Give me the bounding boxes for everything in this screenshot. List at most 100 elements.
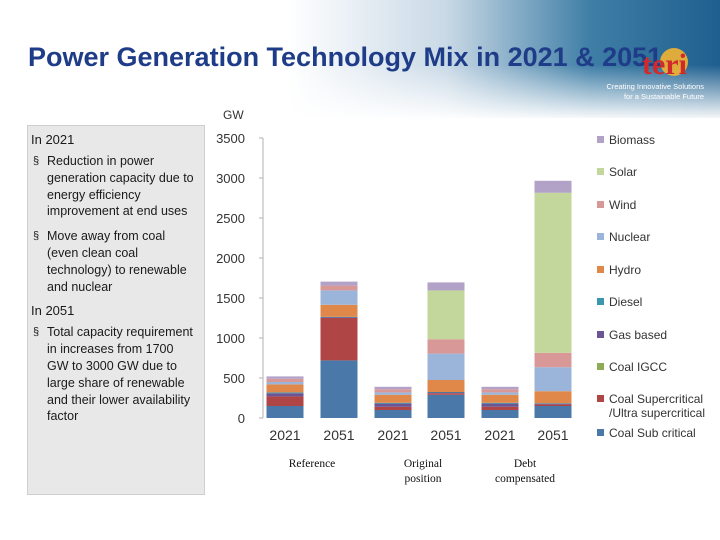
bar-segment xyxy=(266,396,304,406)
bar-segment xyxy=(266,376,304,379)
legend-swatch xyxy=(597,136,604,143)
legend-label: Diesel xyxy=(609,295,642,309)
legend-swatch xyxy=(597,363,604,370)
y-axis-unit: GW xyxy=(223,108,244,122)
x-tick-label: 2021 xyxy=(269,427,300,443)
teri-logo-icon: teri xyxy=(642,48,688,81)
bar-segment xyxy=(320,360,358,418)
bar-segment xyxy=(320,317,358,318)
legend-label: Nuclear xyxy=(609,230,650,244)
bar-segment xyxy=(427,392,465,394)
group-label: Reference xyxy=(289,458,336,470)
bar-segment xyxy=(427,339,465,354)
bar-segment xyxy=(481,394,519,403)
legend-label: /Ultra supercritical xyxy=(609,406,705,420)
notes-panel: In 2021 § Reduction in power generation c… xyxy=(27,125,205,495)
x-tick-label: 2051 xyxy=(537,427,568,443)
bar-segment xyxy=(266,378,304,382)
list-item: § Total capacity requirement in increases… xyxy=(31,324,198,425)
y-tick-label: 2000 xyxy=(216,251,245,266)
legend-swatch xyxy=(597,331,604,338)
bar-segment xyxy=(481,389,519,393)
bar-segment xyxy=(534,403,572,405)
bar-segment xyxy=(266,392,304,394)
legend-swatch xyxy=(597,233,604,240)
header-band xyxy=(0,0,720,118)
list-2051: § Total capacity requirement in increases… xyxy=(31,324,198,425)
x-tick-labels: 2021 2051 2021 2051 2021 2051 xyxy=(269,427,568,443)
bar-segment xyxy=(374,386,412,390)
bar-segment xyxy=(427,353,465,380)
bar-segment xyxy=(266,382,304,385)
bar-segment xyxy=(374,394,412,403)
group-labels: Reference Original position Debt compensated xyxy=(289,458,556,485)
y-tick-label: 3500 xyxy=(216,131,245,146)
bar-segment xyxy=(320,285,358,291)
legend-swatch xyxy=(597,266,604,273)
list-item: § Move away from coal (even clean coal te… xyxy=(31,228,198,295)
bullet-icon: § xyxy=(33,155,40,167)
group-label: Original position xyxy=(404,458,442,485)
y-tick-label: 2500 xyxy=(216,211,245,226)
heading-2021: In 2021 xyxy=(31,132,75,147)
x-tick-label: 2021 xyxy=(484,427,515,443)
legend-label: Coal Sub critical xyxy=(609,426,696,440)
list-item-text: Total capacity requirement in increases … xyxy=(47,325,193,424)
y-tick-label: 0 xyxy=(238,411,245,426)
bar-segment xyxy=(481,403,519,407)
group-label: Debt compensated xyxy=(495,458,555,485)
bar-segment xyxy=(481,406,519,410)
y-tick-label: 3000 xyxy=(216,171,245,186)
bar-segment xyxy=(266,393,304,397)
bar-segment xyxy=(534,391,572,404)
bar-segment xyxy=(320,304,358,317)
legend-label: Biomass xyxy=(609,133,655,147)
list-item-text: Move away from coal (even clean coal tec… xyxy=(47,229,187,294)
y-tick-label: 500 xyxy=(223,371,245,386)
bar-segment xyxy=(374,389,412,393)
bar-segment xyxy=(481,386,519,390)
bar-segment xyxy=(374,403,412,407)
bar-segment xyxy=(534,192,572,353)
legend-label: Solar xyxy=(609,165,637,179)
y-tick-label: 1500 xyxy=(216,291,245,306)
bar-segment xyxy=(534,367,572,392)
legend-label: Hydro xyxy=(609,263,641,277)
bar-segment xyxy=(481,402,519,404)
bar-segment xyxy=(374,402,412,404)
legend-label: Coal Supercritical xyxy=(609,392,703,406)
bar-segment xyxy=(320,316,358,318)
capacity-mix-chart: GW 3500 3000 2500 2000 1500 1000 500 0 2021 2051… xyxy=(216,108,705,485)
y-tick-label: 1000 xyxy=(216,331,245,346)
bar-segment xyxy=(427,393,465,395)
slide-title: Power Generation Technology Mix in 2021 … xyxy=(28,42,663,72)
bar-segment xyxy=(427,380,465,392)
bar-segment xyxy=(481,392,519,395)
logo-wordmark: teri xyxy=(642,48,687,81)
list-item: § Reduction in power generation capacity … xyxy=(31,153,198,220)
legend-label: Gas based xyxy=(609,328,667,342)
legend: Biomass Solar Wind Nuclear Hydro Diesel Gas ba… xyxy=(597,133,705,440)
bar-segment xyxy=(481,410,519,418)
bar-segment xyxy=(374,410,412,418)
bar-segment xyxy=(374,392,412,395)
bar-segment xyxy=(374,406,412,410)
bullet-icon: § xyxy=(33,230,40,243)
bar-segment xyxy=(427,290,465,340)
logo-tagline-line2: for a Sustainable Future xyxy=(623,92,704,101)
x-tick-label: 2051 xyxy=(323,427,354,443)
y-axis: 3500 3000 2500 2000 1500 1000 500 0 xyxy=(216,131,264,426)
logo-tagline-line1: Creating Innovative Solutions xyxy=(606,82,704,91)
bar-segment xyxy=(534,406,572,418)
bar-segment xyxy=(427,394,465,418)
legend-label: Coal IGCC xyxy=(609,360,667,374)
bar-segment xyxy=(534,404,572,406)
list-2021: § Reduction in power generation capacity … xyxy=(31,153,198,295)
heading-2051: In 2051 xyxy=(31,303,75,319)
legend-label: Wind xyxy=(609,198,636,212)
bar-segment xyxy=(266,406,304,418)
bar-segment xyxy=(427,282,465,291)
bar-segment xyxy=(427,392,465,393)
teri-logo: teri Creating Innovative Solutions for a… xyxy=(606,44,716,104)
logo-tagline: Creating Innovative Solutions for a Sust… xyxy=(564,82,704,102)
